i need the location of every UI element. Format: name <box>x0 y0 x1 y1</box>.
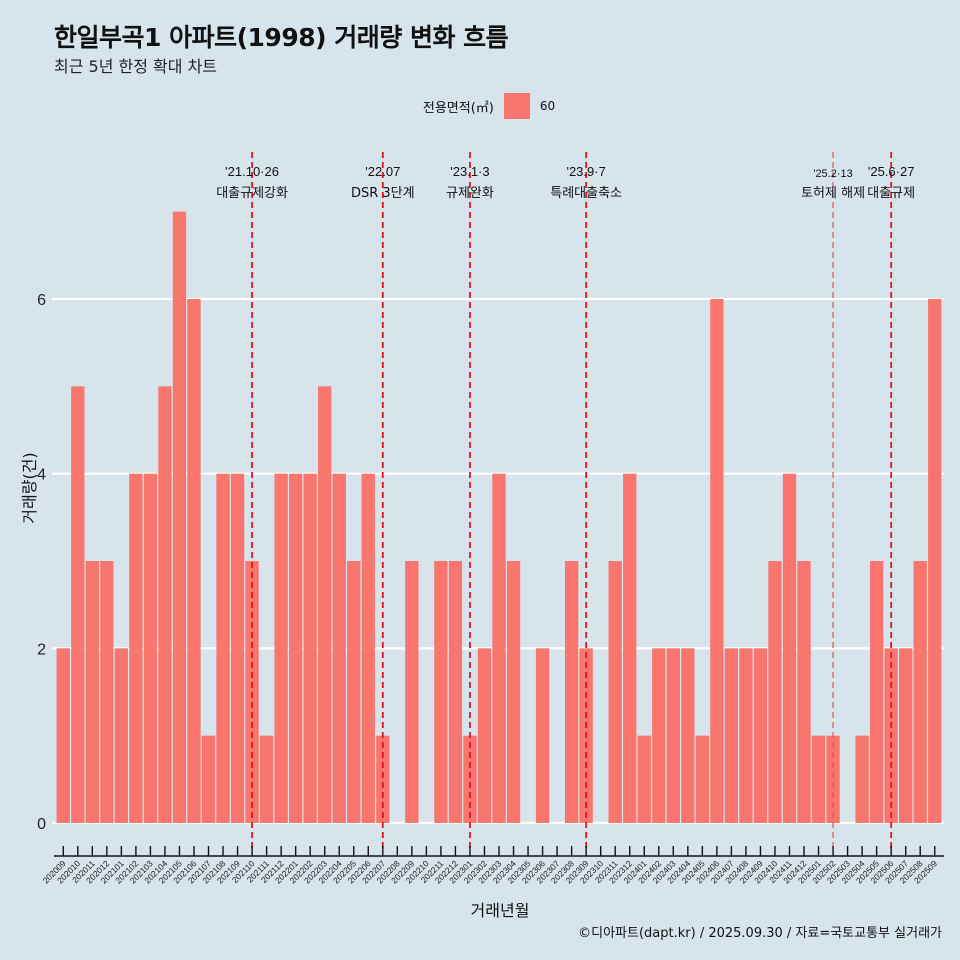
bar <box>753 648 768 823</box>
bar <box>492 473 506 823</box>
y-tick-label: 4 <box>37 467 46 484</box>
bar <box>303 473 317 823</box>
bar <box>797 561 811 823</box>
event-label: DSR 3단계 <box>351 186 415 201</box>
bar <box>448 561 463 823</box>
bar <box>869 561 884 823</box>
event-date: '21.10·26 <box>225 164 279 179</box>
bar <box>681 648 695 823</box>
bar <box>739 648 753 823</box>
event-label: 대출규제 <box>867 186 915 201</box>
bar <box>100 561 114 823</box>
event-date: '25.6·27 <box>868 164 915 179</box>
bar <box>899 648 913 823</box>
bar <box>535 648 550 823</box>
event-date: '25.2·13 <box>813 168 852 180</box>
event-label: 특례대출축소 <box>550 186 622 201</box>
y-axis-label: 거래량(건) <box>20 452 39 524</box>
bar <box>855 735 869 823</box>
legend-swatch <box>503 93 530 119</box>
legend-title: 전용면적(㎡) <box>422 100 494 116</box>
bar <box>434 561 448 823</box>
event-annotations: '21.10·26 대출규제강화 '22.07 DSR 3단계 '23.1·3 규제완화 '… <box>216 164 915 201</box>
bar <box>637 735 651 823</box>
event-date: '22.07 <box>365 164 400 179</box>
bar <box>230 473 245 823</box>
y-tick-label: 2 <box>37 641 46 658</box>
y-tick-label: 0 <box>37 816 46 833</box>
bar <box>928 299 942 823</box>
event-label: 대출규제강화 <box>216 186 288 201</box>
bar <box>129 473 143 823</box>
event-date: '23.1·3 <box>450 164 489 179</box>
bar <box>724 648 739 823</box>
bar <box>114 648 129 823</box>
bar <box>347 561 361 823</box>
legend: 전용면적(㎡) 60 <box>0 93 960 119</box>
event-label: 규제완화 <box>446 186 494 201</box>
bar <box>288 473 303 823</box>
bar <box>477 648 492 823</box>
source-caption: ©디아파트(dapt.kr) / 2025.09.30 / 자료=국토교통부 실… <box>578 926 942 941</box>
bar <box>85 561 99 823</box>
bar <box>158 386 172 823</box>
bar <box>201 735 216 823</box>
bar <box>71 386 85 823</box>
y-tick-label: 6 <box>37 292 46 309</box>
bar <box>623 473 637 823</box>
bar <box>666 648 680 823</box>
y-axis-ticks: 0 2 4 6 <box>37 292 46 833</box>
event-date: '23.9·7 <box>566 164 605 179</box>
bar <box>826 735 840 823</box>
bar <box>608 561 622 823</box>
bar <box>405 561 419 823</box>
legend-item-label: 60 <box>539 99 556 113</box>
bar <box>463 735 477 823</box>
bar <box>332 473 346 823</box>
bar <box>172 211 187 823</box>
x-axis: 2020092020102020112020122021012021022021… <box>41 846 944 885</box>
bars <box>56 211 942 823</box>
bar <box>274 473 288 823</box>
bar <box>710 299 724 823</box>
bar <box>318 386 332 823</box>
bar <box>695 735 710 823</box>
bar <box>768 561 782 823</box>
bar <box>506 561 521 823</box>
x-axis-label: 거래년월 <box>470 901 530 920</box>
bar <box>259 735 274 823</box>
event-label: 토허제 해제 <box>801 186 865 201</box>
bar <box>187 299 201 823</box>
bar <box>782 473 797 823</box>
bar <box>216 473 230 823</box>
bar <box>652 648 666 823</box>
bar <box>143 473 158 823</box>
bar <box>564 561 579 823</box>
bar <box>376 735 390 823</box>
chart-title: 한일부곡1 아파트(1998) 거래량 변화 흐름 <box>54 23 509 52</box>
bar <box>56 648 70 823</box>
event-lines <box>251 152 893 852</box>
chart-subtitle: 최근 5년 한정 확대 차트 <box>54 57 218 76</box>
bar <box>811 735 826 823</box>
bar <box>361 473 375 823</box>
bar <box>913 561 927 823</box>
